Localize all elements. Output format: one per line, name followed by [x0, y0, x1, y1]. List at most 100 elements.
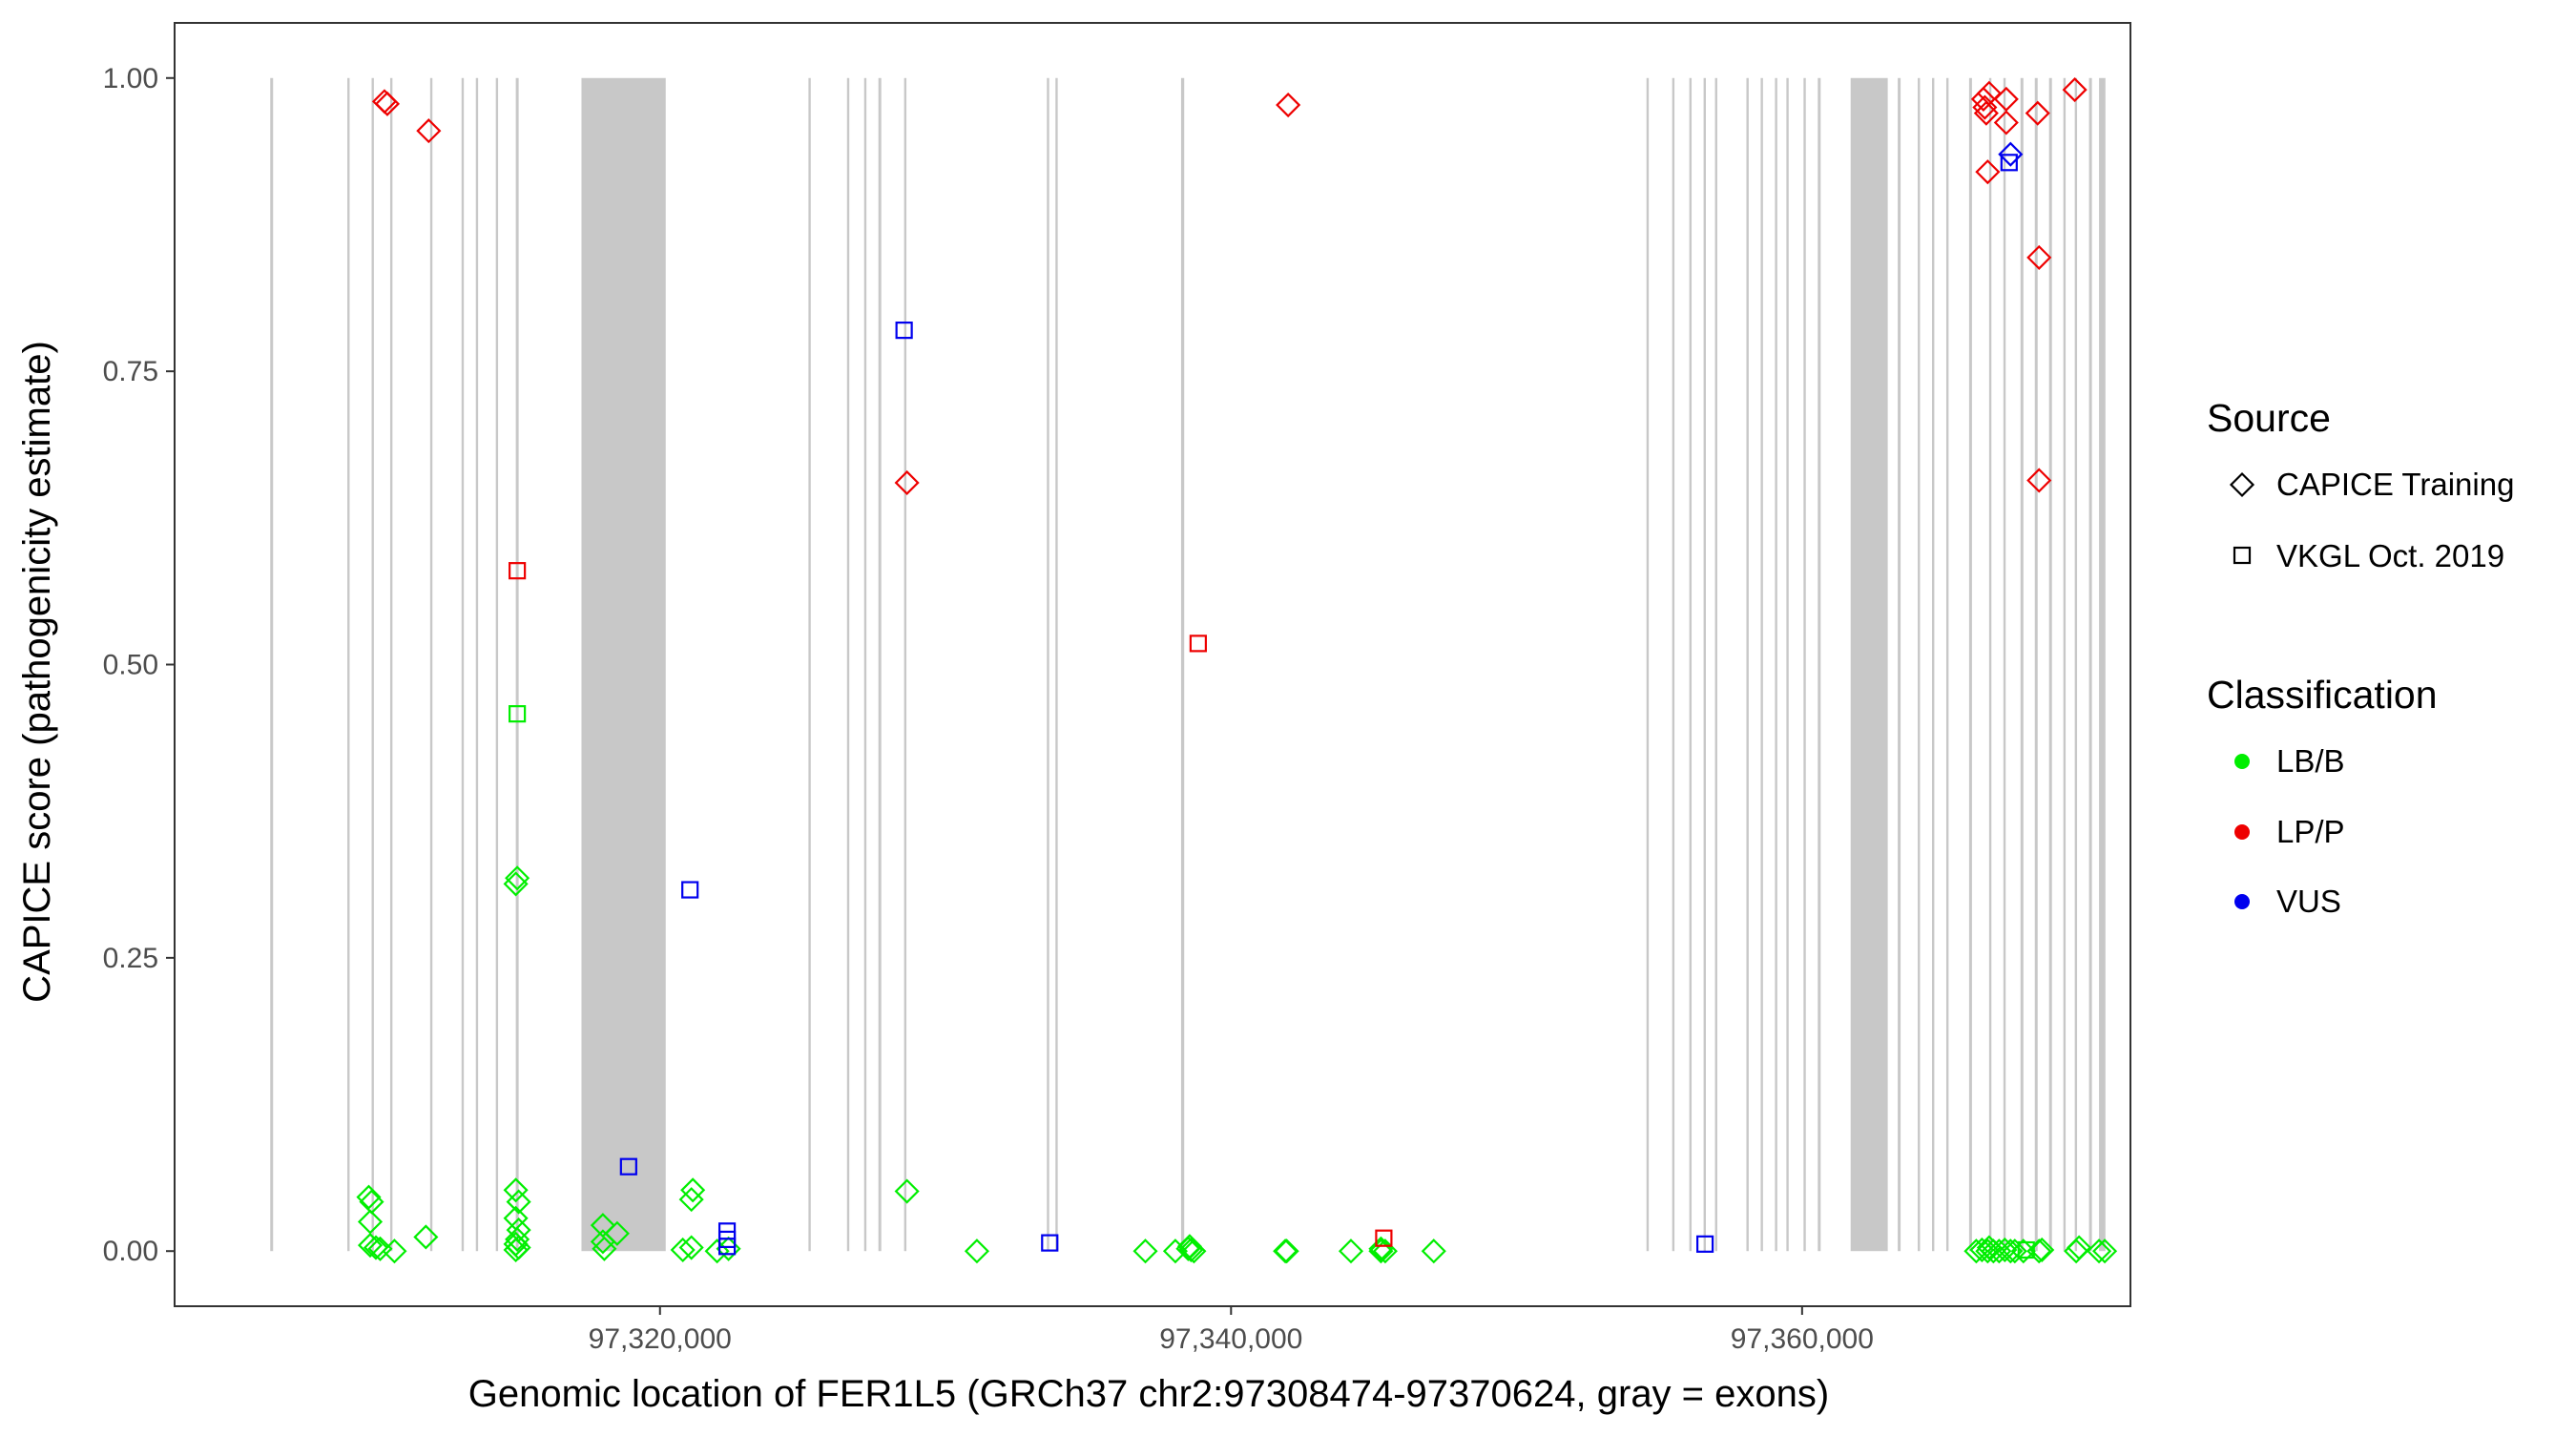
point-vkgl-oct-2019-vus-8: [2000, 154, 2018, 172]
exon-bands: [270, 77, 2106, 1252]
point-capice-training-lp-p-14: [2026, 468, 2052, 493]
legend: Source CAPICE Training VKGL Oct. 2019 Cl…: [2207, 396, 2514, 919]
exon-band-29: [1850, 77, 1888, 1252]
point-capice-training-lb-b-6: [382, 1238, 407, 1264]
exon-band-11: [846, 77, 850, 1252]
axes: 0.00 0.25 0.50 0.75 1.00 97,320,000 97,340,000…: [103, 63, 1874, 1355]
legend-key-lp-p: [2234, 824, 2250, 840]
point-vkgl-oct-2019-vus-5: [717, 1238, 737, 1256]
exon-band-30: [1898, 77, 1901, 1252]
exon-band-14: [904, 77, 907, 1252]
point-capice-training-lp-p-11: [1993, 110, 2019, 135]
point-capice-training-lb-b-22: [670, 1237, 696, 1263]
exon-band-32: [1932, 77, 1935, 1252]
exon-band-1: [347, 77, 350, 1252]
point-capice-training-lp-p-5: [1970, 86, 1996, 112]
point-capice-training-lp-p-10: [1993, 86, 2019, 112]
point-capice-training-lp-p-9: [1975, 159, 2001, 185]
exon-band-6: [475, 77, 479, 1252]
exon-band-20: [1689, 77, 1693, 1252]
point-capice-training-lb-b-38: [1338, 1238, 1364, 1264]
exon-band-25: [1775, 77, 1777, 1252]
point-vkgl-oct-2019-lb-b-0: [509, 705, 527, 723]
exon-band-26: [1786, 77, 1789, 1252]
exon-band-9: [581, 77, 666, 1252]
point-capice-training-lp-p-8: [1976, 80, 2002, 106]
legend-label-vus: VUS: [2276, 884, 2341, 919]
point-vkgl-oct-2019-vus-6: [1041, 1234, 1059, 1252]
point-vkgl-oct-2019-vus-7: [1695, 1235, 1714, 1253]
exon-band-18: [1646, 77, 1650, 1252]
x-tick-label-2: 97,360,000: [1731, 1323, 1874, 1355]
legend-key-vus: [2234, 894, 2250, 909]
point-capice-training-lb-b-34: [1181, 1238, 1207, 1264]
legend-key-capice-training: [2229, 471, 2255, 498]
point-capice-training-lb-b-33: [1178, 1237, 1204, 1263]
point-capice-training-lb-b-0: [356, 1184, 382, 1210]
exon-band-19: [1672, 77, 1675, 1252]
y-axis-title: CAPICE score (pathogenicity estimate): [16, 341, 58, 1003]
point-capice-training-lb-b-24: [680, 1177, 706, 1203]
exon-band-10: [808, 77, 811, 1252]
point-vkgl-oct-2019-lp-p-2: [1375, 1229, 1393, 1247]
plot-panel: [174, 22, 2131, 1307]
exon-band-16: [1055, 77, 1058, 1252]
exon-band-34: [1968, 77, 1972, 1252]
point-capice-training-lb-b-21: [592, 1236, 617, 1261]
point-capice-training-lb-b-18: [590, 1213, 615, 1238]
point-vkgl-oct-2019-lb-b-1: [2017, 1240, 2035, 1259]
exon-band-0: [270, 77, 274, 1252]
point-capice-training-lb-b-28: [894, 1178, 920, 1204]
point-vkgl-oct-2019-lp-p-0: [509, 562, 527, 580]
exon-band-3: [389, 77, 393, 1252]
data-points: [356, 77, 2118, 1264]
exon-band-43: [2099, 77, 2106, 1252]
point-capice-training-lb-b-4: [363, 1235, 389, 1260]
legend-label-lb-b: LB/B: [2276, 743, 2345, 779]
legend-key-vkgl-oct-2019: [2233, 546, 2252, 565]
x-axis-title: Genomic location of FER1L5 (GRCh37 chr2:…: [468, 1373, 1829, 1415]
point-capice-training-lp-p-4: [894, 469, 920, 495]
point-capice-training-lb-b-40: [1372, 1238, 1398, 1264]
point-capice-training-lb-b-12: [505, 1226, 530, 1252]
y-tick-label-2: 0.50: [103, 650, 158, 681]
y-tick-label-4: 1.00: [103, 63, 158, 94]
legend-keys: [2229, 471, 2255, 909]
point-capice-training-lb-b-7: [413, 1224, 439, 1250]
point-capice-training-lp-p-15: [2062, 77, 2088, 103]
exon-band-2: [371, 77, 374, 1252]
exon-band-12: [863, 77, 867, 1252]
point-capice-training-lb-b-51: [2002, 1238, 2027, 1264]
point-capice-training-vus-0: [1998, 141, 2024, 167]
exon-band-5: [461, 77, 465, 1252]
y-tick-label-0: 0.00: [103, 1236, 158, 1267]
exon-band-33: [1945, 77, 1949, 1252]
exon-band-42: [2088, 77, 2092, 1252]
point-capice-training-lb-b-27: [716, 1236, 741, 1261]
exon-band-41: [2074, 77, 2078, 1252]
plot-panel-border: [174, 22, 2131, 1307]
point-capice-training-lb-b-49: [1992, 1237, 2018, 1263]
point-capice-training-lb-b-53: [2026, 1238, 2052, 1264]
x-tick-label-0: 97,320,000: [589, 1323, 732, 1355]
point-vkgl-oct-2019-vus-0: [895, 322, 913, 340]
point-capice-training-lp-p-13: [2026, 244, 2052, 270]
exon-band-39: [2048, 77, 2052, 1252]
exon-band-22: [1714, 77, 1717, 1252]
x-tick-label-1: 97,340,000: [1159, 1323, 1302, 1355]
exon-band-37: [2020, 77, 2024, 1252]
point-capice-training-lb-b-29: [964, 1238, 990, 1264]
exon-band-23: [1746, 77, 1749, 1252]
exon-band-24: [1760, 77, 1763, 1252]
point-capice-training-lb-b-58: [2092, 1238, 2118, 1264]
point-capice-training-lb-b-39: [1368, 1238, 1394, 1264]
legend-label-vkgl: VKGL Oct. 2019: [2276, 538, 2504, 573]
point-capice-training-lb-b-57: [2087, 1238, 2112, 1264]
point-capice-training-lb-b-5: [367, 1236, 393, 1261]
point-vkgl-oct-2019-vus-1: [619, 1157, 637, 1176]
exon-band-7: [495, 77, 499, 1252]
point-capice-training-lp-p-7: [1973, 100, 1999, 126]
point-capice-training-lb-b-43: [1963, 1238, 1989, 1264]
point-capice-training-lb-b-35: [1176, 1234, 1202, 1259]
